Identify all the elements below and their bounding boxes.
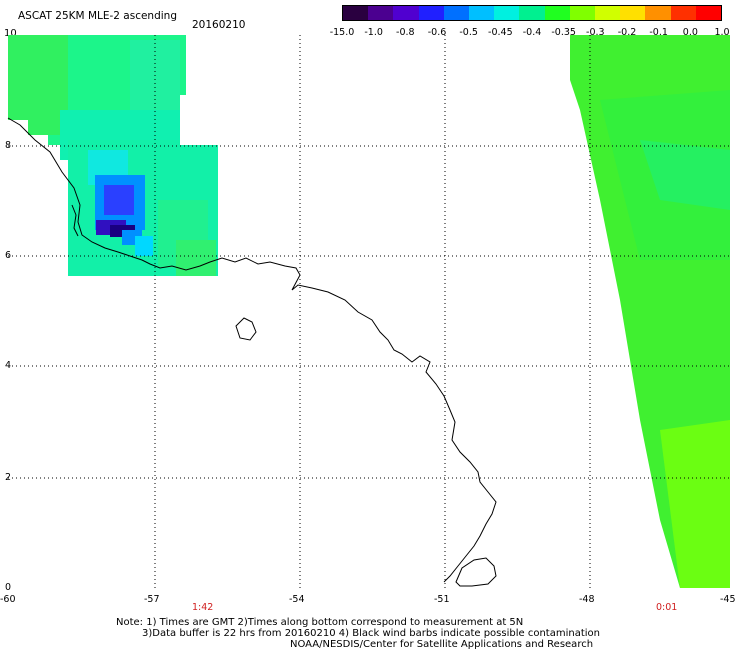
colorbar-segment [569, 6, 596, 20]
colorbar-tick-label: -0.8 [396, 27, 415, 38]
lake-brokopondo [235, 317, 257, 341]
corner-lat-label: 10 [4, 28, 17, 39]
colorbar-segment [620, 6, 646, 20]
x-tick-45w: -45 [720, 594, 736, 605]
colorbar-segment [544, 6, 570, 20]
x-tick-54w: -54 [289, 594, 305, 605]
colorbar-tick-label: -0.6 [427, 27, 447, 38]
colorbar-tick-label: -0.5 [459, 27, 478, 38]
island-marajo [455, 557, 497, 587]
note-line-2: 3)Data buffer is 22 hrs from 20160210 4)… [142, 628, 600, 639]
coastline [7, 117, 497, 583]
product-date: 20160210 [192, 19, 246, 31]
y-tick-0: 0 [5, 582, 12, 593]
colorbar-segment [494, 6, 520, 20]
colorbar-segment [469, 6, 495, 20]
coast-detail-left [71, 204, 79, 237]
x-tick-60w: -60 [0, 594, 16, 605]
note-line-3: NOAA/NESDIS/Center for Satellite Applica… [290, 639, 594, 650]
y-tick-2: 2 [5, 472, 12, 483]
swath-right [570, 35, 730, 588]
colorbar-segment [393, 6, 419, 20]
colorbar-tick-label: -1.0 [364, 27, 383, 38]
note-line-1: Note: 1) Times are GMT 2)Times along bot… [116, 617, 524, 628]
colorbar-tick-label: -0.45 [488, 27, 513, 38]
colorbar-segment [695, 6, 722, 20]
colorbar-tick-label: -0.2 [617, 27, 637, 38]
grid [8, 35, 730, 588]
x-tick-57w: -57 [144, 594, 160, 605]
pass-time-left: 1:42 [192, 602, 214, 613]
y-tick-4: 4 [5, 360, 12, 371]
colorbar-tick-label: 1.0 [714, 27, 730, 38]
y-tick-6: 6 [5, 250, 12, 261]
x-tick-51w: -51 [434, 594, 450, 605]
colorbar [342, 5, 722, 21]
colorbar-segment [343, 6, 369, 20]
colorbar-segment [645, 6, 671, 20]
colorbar-tick-label: -0.3 [586, 27, 605, 38]
colorbar-tick-label: -0.35 [551, 27, 576, 38]
colorbar-segment [595, 6, 621, 20]
pass-time-right: 0:01 [656, 602, 678, 613]
colorbar-tick-label: -0.1 [649, 27, 668, 38]
colorbar-segment [368, 6, 394, 20]
product-title: ASCAT 25KM MLE-2 ascending [18, 10, 177, 22]
colorbar-tick-label: -15.0 [329, 27, 355, 38]
x-tick-48w: -48 [579, 594, 595, 605]
colorbar-tick-label: -0.4 [522, 27, 542, 38]
colorbar-segment [519, 6, 545, 20]
colorbar-segment [443, 6, 470, 20]
colorbar-segment [418, 6, 444, 20]
y-tick-8: 8 [5, 140, 12, 151]
swath-left [8, 35, 226, 276]
colorbar-tick-label: 0.0 [682, 27, 698, 38]
colorbar-segment [670, 6, 696, 20]
